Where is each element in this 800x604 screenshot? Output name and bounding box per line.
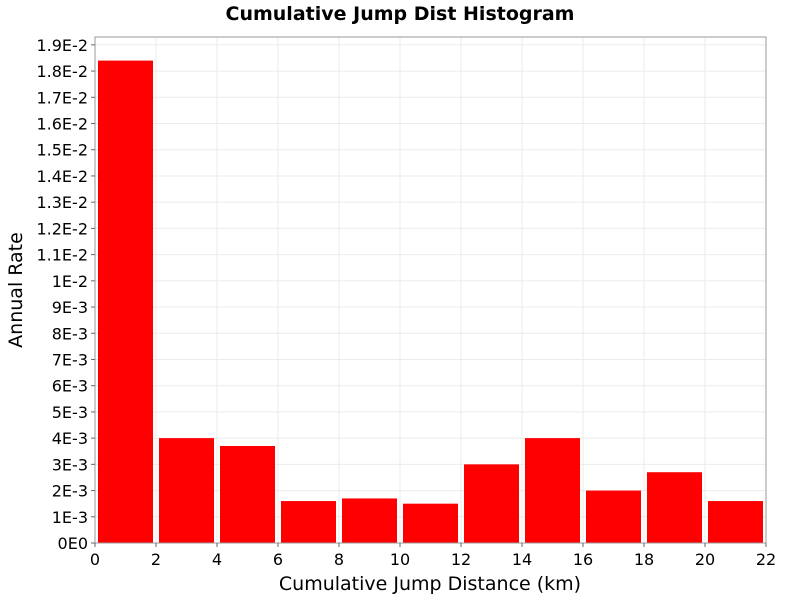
x-axis-label: Cumulative Jump Distance (km) bbox=[279, 573, 581, 595]
x-tick-label: 10 bbox=[390, 550, 410, 569]
histogram-bar bbox=[98, 60, 153, 543]
histogram-bar bbox=[220, 445, 275, 543]
histogram-bar bbox=[647, 472, 702, 543]
y-tick-label: 7E-3 bbox=[52, 350, 88, 369]
y-tick-label: 0E0 bbox=[58, 534, 88, 553]
y-tick-label: 5E-3 bbox=[52, 403, 88, 422]
histogram-bar bbox=[525, 438, 580, 543]
y-tick-label: 4E-3 bbox=[52, 429, 88, 448]
x-tick-label: 18 bbox=[634, 550, 654, 569]
y-tick-label: 1.6E-2 bbox=[36, 115, 88, 134]
y-tick-label: 3E-3 bbox=[52, 455, 88, 474]
histogram-bar bbox=[403, 503, 458, 543]
plot-area bbox=[94, 36, 767, 544]
y-axis: 0E0 1E-3 2E-3 3E-3 4E-3 5E-3 6E-3 7E-3 8E-3 9E-3 1… bbox=[36, 36, 95, 553]
x-tick-label: 8 bbox=[334, 550, 344, 569]
x-tick-label: 14 bbox=[512, 550, 532, 569]
y-tick-label: 6E-3 bbox=[52, 377, 88, 396]
y-tick-label: 9E-3 bbox=[52, 298, 88, 317]
y-axis-label: Annual Rate bbox=[5, 232, 27, 348]
histogram-bar bbox=[281, 501, 336, 543]
y-tick-label: 1.2E-2 bbox=[36, 219, 88, 238]
histogram-bar bbox=[708, 501, 763, 543]
histogram-bar bbox=[464, 464, 519, 543]
y-tick-label: 1E-3 bbox=[52, 508, 88, 527]
x-tick-label: 20 bbox=[695, 550, 715, 569]
y-tick-label: 8E-3 bbox=[52, 324, 88, 343]
histogram-bar bbox=[159, 438, 214, 543]
x-axis: 0 2 4 6 8 10 12 14 16 18 20 22 bbox=[90, 543, 776, 569]
x-tick-label: 6 bbox=[273, 550, 283, 569]
x-tick-label: 16 bbox=[573, 550, 593, 569]
y-tick-label: 1.5E-2 bbox=[36, 141, 88, 160]
bars bbox=[98, 60, 763, 543]
x-tick-label: 22 bbox=[756, 550, 776, 569]
y-tick-label: 1.3E-2 bbox=[36, 193, 88, 212]
x-tick-label: 0 bbox=[90, 550, 100, 569]
y-tick-label: 1.8E-2 bbox=[36, 62, 88, 81]
y-tick-label: 1.1E-2 bbox=[36, 246, 88, 265]
y-tick-label: 1.4E-2 bbox=[36, 167, 88, 186]
y-tick-label: 1.9E-2 bbox=[36, 36, 88, 55]
histogram-bar bbox=[342, 498, 397, 543]
plot-frame bbox=[94, 36, 767, 544]
y-tick-label: 1.7E-2 bbox=[36, 88, 88, 107]
y-tick-label: 2E-3 bbox=[52, 482, 88, 501]
chart-title: Cumulative Jump Dist Histogram bbox=[226, 3, 575, 25]
x-tick-label: 2 bbox=[151, 550, 161, 569]
histogram-bar bbox=[586, 490, 641, 543]
y-tick-label: 1E-2 bbox=[52, 272, 88, 291]
x-tick-label: 12 bbox=[451, 550, 471, 569]
x-tick-label: 4 bbox=[212, 550, 222, 569]
